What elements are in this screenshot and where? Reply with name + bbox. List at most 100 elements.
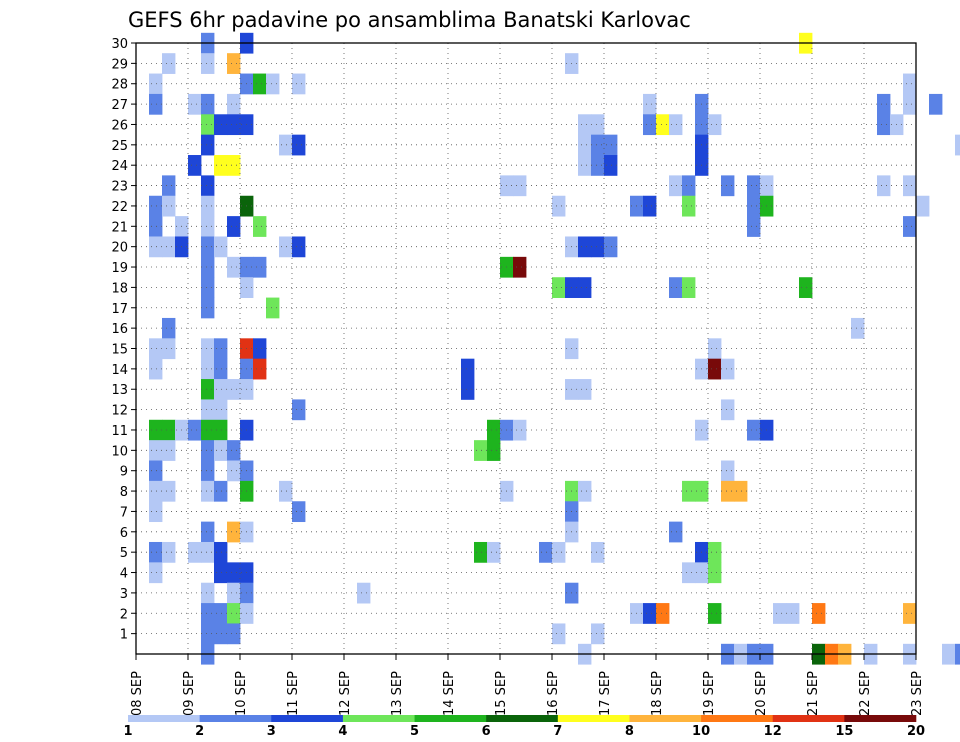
precip-cell (591, 236, 605, 258)
precip-cell (786, 603, 800, 624)
precip-cell (227, 114, 241, 136)
x-tick-label: 11 SEP (286, 671, 301, 716)
precip-cell (201, 460, 215, 482)
y-tick-label: 8 (120, 485, 128, 500)
y-tick-label: 3 (120, 587, 128, 602)
colorbar-swatch (128, 715, 200, 722)
precip-cell (708, 114, 722, 136)
precip-cell (201, 236, 215, 258)
x-tick-label: 10 SEP (234, 671, 249, 716)
precip-cell (201, 582, 215, 604)
y-tick-label: 27 (111, 98, 128, 113)
precip-cell (214, 236, 228, 258)
precip-cell (227, 623, 241, 645)
colorbar-label: 7 (553, 724, 562, 739)
colorbar-swatch (701, 715, 774, 722)
precip-cell (604, 155, 618, 176)
precip-cell (292, 236, 306, 258)
cells-layer (149, 32, 960, 665)
precip-cell (227, 460, 241, 482)
precip-cell (279, 236, 293, 258)
precip-cell (539, 541, 553, 563)
colorbar-swatch (342, 715, 415, 722)
x-tick-label: 14 SEP (442, 671, 457, 716)
y-tick-label: 29 (111, 57, 128, 72)
precip-cell (227, 53, 241, 74)
precip-cell (201, 521, 215, 543)
precip-cell (292, 399, 306, 421)
colorbar-label: 8 (625, 724, 634, 739)
precip-cell (227, 216, 241, 237)
colorbar-label: 4 (338, 724, 347, 739)
precip-cell (214, 379, 228, 400)
precip-cell (253, 358, 267, 380)
precip-cell (201, 358, 215, 380)
precip-cell (253, 256, 267, 278)
y-tick-label: 9 (120, 465, 128, 480)
precip-cell (669, 521, 683, 543)
precip-cell (578, 236, 592, 258)
colorbar-label: 10 (692, 724, 710, 739)
precip-cell (721, 399, 735, 421)
precip-cell (604, 236, 618, 258)
precip-cell (149, 338, 163, 360)
y-tick-label: 2 (120, 607, 128, 622)
precip-cell (513, 419, 527, 441)
precip-cell (201, 297, 215, 319)
colorbar-label: 6 (482, 724, 491, 739)
y-tick-label: 5 (120, 546, 128, 561)
precip-cell (682, 195, 696, 217)
y-tick-label: 6 (120, 526, 128, 541)
grid-layer (136, 43, 916, 654)
precip-cell (149, 541, 163, 563)
precip-cell (149, 460, 163, 482)
precip-cell (149, 562, 163, 584)
x-axis: 08 SEP 09 SEP 10 SEP 11 SEP 12 SEP 13 SEP 14 S… (130, 654, 925, 716)
precip-cell (799, 277, 813, 298)
x-tick-label: 17 SEP (598, 671, 613, 716)
precip-cell (682, 562, 696, 584)
x-tick-label: 08 SEP (130, 671, 145, 716)
precip-cell (149, 195, 163, 217)
precip-cell (487, 541, 501, 563)
precip-cell (266, 297, 280, 319)
precip-cell (201, 623, 215, 645)
y-tick-label: 20 (111, 241, 128, 256)
y-tick-label: 18 (111, 281, 128, 296)
colorbar-swatch (844, 715, 917, 722)
y-tick-label: 28 (111, 78, 128, 93)
precip-cell (487, 440, 501, 461)
y-tick-label: 11 (111, 424, 128, 439)
precip-cell (201, 175, 215, 197)
precip-cell (214, 541, 228, 563)
precip-cell (253, 216, 267, 237)
precip-cell (877, 114, 891, 136)
y-tick-label: 13 (111, 383, 128, 398)
precip-cell (149, 358, 163, 380)
precip-cell (149, 236, 163, 258)
precip-cell (201, 379, 215, 400)
precip-cell (721, 460, 735, 482)
precip-cell (591, 623, 605, 645)
precip-cell (162, 338, 176, 360)
precip-cell (162, 175, 176, 197)
precip-cell (682, 480, 696, 502)
precip-cell (903, 216, 917, 237)
precip-cell (513, 175, 527, 197)
precip-cell (708, 562, 722, 584)
precip-cell (292, 73, 306, 95)
precip-cell (643, 93, 657, 115)
precip-cell (162, 440, 176, 461)
precip-cell (149, 501, 163, 523)
colorbar-label: 1 (123, 724, 132, 739)
precip-cell (162, 419, 176, 441)
y-tick-label: 15 (111, 343, 128, 358)
y-tick-label: 30 (111, 37, 128, 52)
precip-cell (669, 114, 683, 136)
precip-cell (162, 195, 176, 217)
precip-cell (188, 419, 202, 441)
precip-cell (877, 175, 891, 197)
precip-cell (227, 582, 241, 604)
precip-cell (578, 480, 592, 502)
precip-cell (955, 134, 960, 156)
